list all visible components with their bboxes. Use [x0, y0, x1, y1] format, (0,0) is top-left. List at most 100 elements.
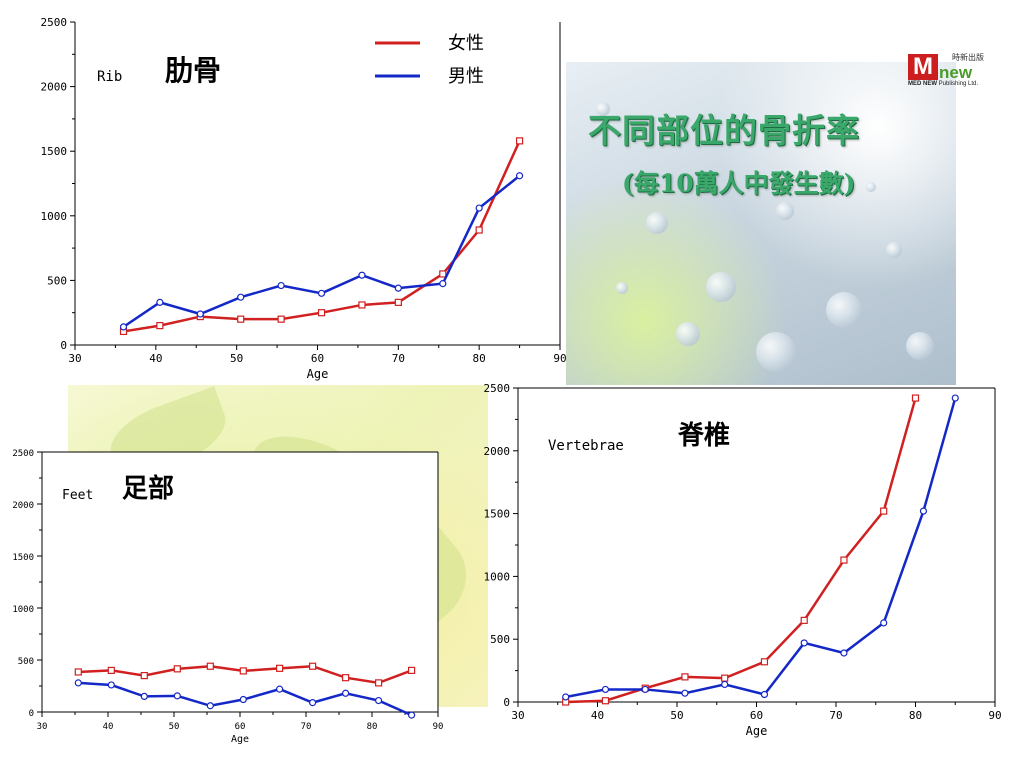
vertebrae-series-female-point — [760, 658, 769, 666]
feet-series-male-point — [107, 681, 115, 689]
feet-series-female-point — [309, 662, 317, 670]
feet-series-male-point — [276, 685, 284, 693]
rib-x-tick-label: 40 — [149, 352, 162, 365]
feet-series-male — [74, 679, 416, 719]
rib-x-tick-label: 60 — [311, 352, 324, 365]
feet-series-male-point — [74, 679, 82, 687]
vertebrae-series-male-point — [919, 507, 928, 515]
vertebrae-series-male-point — [800, 639, 808, 647]
rib-series-female-point — [317, 309, 326, 317]
feet-series-female-point — [140, 671, 148, 680]
rib-series-female-point — [439, 270, 447, 278]
vertebrae-series-female — [562, 394, 920, 706]
rib-series-male-point — [277, 281, 285, 290]
feet-series-female-point — [276, 664, 284, 672]
legend-female-label: 女性 — [448, 33, 484, 54]
vertebrae-series-male-point — [951, 394, 959, 402]
vertebrae-series-male-point — [562, 693, 570, 701]
vertebrae-series-male-point — [840, 649, 848, 657]
vertebrae-plot-area — [518, 388, 995, 702]
rib-x-tick-label: 70 — [392, 352, 405, 365]
feet-chart-label: Feet — [62, 488, 93, 503]
vertebrae-series-male-point — [601, 685, 610, 694]
feet-x-tick-label: 70 — [301, 722, 312, 732]
publisher-logo: M 時新出版 new MED NEW Publishing Ltd. — [906, 50, 988, 92]
vertebrae-x-tick-label: 80 — [909, 709, 922, 722]
feet-x-tick-label: 50 — [169, 722, 180, 732]
logo-m-mark: M — [908, 54, 938, 80]
rib-x-axis-label: Age — [307, 367, 329, 381]
rib-series-male — [119, 172, 524, 331]
vertebrae-series-female-point — [800, 616, 808, 624]
feet-series-female-point — [206, 662, 214, 670]
feet-series-female — [74, 662, 416, 687]
vertebrae-y-tick-label: 2000 — [484, 445, 511, 458]
feet-series-female-point — [173, 665, 181, 673]
slide-title: 不同部位的骨折率 — [588, 111, 860, 150]
feet-series-male-point — [309, 699, 317, 707]
rib-series-female-point — [277, 315, 285, 323]
rib-y-tick-label: 500 — [47, 274, 67, 287]
rib-series-male-point — [439, 280, 447, 288]
vertebrae-series-female-point — [681, 673, 689, 681]
rib-series-female-point — [475, 226, 483, 234]
vertebrae-series-male-point — [721, 680, 729, 689]
vertebrae-series-female-point — [601, 697, 610, 705]
feet-x-tick-label: 80 — [367, 722, 378, 732]
feet-series-male-point — [173, 692, 181, 700]
vertebrae-x-tick-label: 60 — [750, 709, 763, 722]
rib-series-male-point — [515, 172, 524, 180]
rib-series-male-point — [119, 323, 128, 331]
rib-series-male-point — [156, 298, 164, 306]
feet-y-tick-label: 2500 — [12, 449, 34, 459]
rib-series-male-point — [196, 310, 204, 318]
vertebrae-y-tick-label: 1500 — [484, 508, 511, 521]
vertebrae-series-female-point — [840, 556, 848, 564]
vertebrae-chart-label-zh: 脊椎 — [677, 421, 730, 451]
vertebrae-y-tick-label: 0 — [503, 696, 510, 709]
vertebrae-series-female-point — [911, 394, 920, 402]
vertebrae-x-tick-label: 90 — [988, 709, 1001, 722]
rib-x-tick-label: 50 — [230, 352, 243, 365]
vertebrae-x-tick-label: 40 — [591, 709, 604, 722]
rib-chart-label: Rib — [97, 69, 122, 85]
feet-series-female-point — [107, 666, 115, 675]
vertebrae-series-male-point — [760, 690, 769, 699]
feet-x-tick-label: 30 — [37, 722, 48, 732]
feet-series-male-point — [239, 695, 247, 704]
rib-series-female-point — [515, 137, 524, 145]
vertebrae-series-female-line — [565, 397, 917, 704]
feet-series-male-point — [140, 692, 148, 701]
feet-y-tick-label: 2000 — [12, 501, 34, 511]
vertebrae-y-tick-label: 500 — [490, 633, 510, 646]
vertebrae-series-female-point — [721, 674, 729, 682]
rib-y-tick-label: 2500 — [41, 16, 68, 29]
feet-series-female-point — [239, 667, 247, 675]
logo-brand-text: new — [939, 63, 973, 82]
rib-series-female-point — [394, 298, 402, 306]
rib-series-female-point — [156, 322, 164, 330]
rib-series-female-point — [237, 315, 245, 323]
feet-y-tick-label: 500 — [18, 657, 34, 667]
feet-y-tick-label: 1500 — [12, 553, 34, 563]
rib-series-male-point — [358, 271, 366, 279]
rib-series-male-point — [475, 204, 483, 212]
vertebrae-x-tick-label: 70 — [829, 709, 842, 722]
vertebrae-chart-label: Vertebrae — [548, 438, 624, 454]
rib-series-male-point — [317, 289, 326, 297]
vertebrae-series-male-point — [880, 619, 888, 627]
feet-y-tick-label: 1000 — [12, 605, 34, 615]
vertebrae-y-tick-label: 2500 — [484, 382, 511, 395]
vertebrae-x-tick-label: 30 — [511, 709, 524, 722]
logo-chinese-text: 時新出版 — [952, 53, 984, 62]
slide-subtitle: (每10萬人中發生數) — [622, 169, 856, 198]
rib-x-tick-label: 30 — [68, 352, 81, 365]
feet-series-male-point — [375, 696, 383, 705]
rib-series-female-point — [358, 301, 366, 309]
rib-x-tick-label: 80 — [473, 352, 486, 365]
feet-series-female-point — [375, 679, 383, 687]
rib-y-tick-label: 2000 — [41, 81, 68, 94]
feet-chart-label-zh: 足部 — [122, 474, 174, 504]
vertebrae-series-male-point — [641, 685, 649, 694]
